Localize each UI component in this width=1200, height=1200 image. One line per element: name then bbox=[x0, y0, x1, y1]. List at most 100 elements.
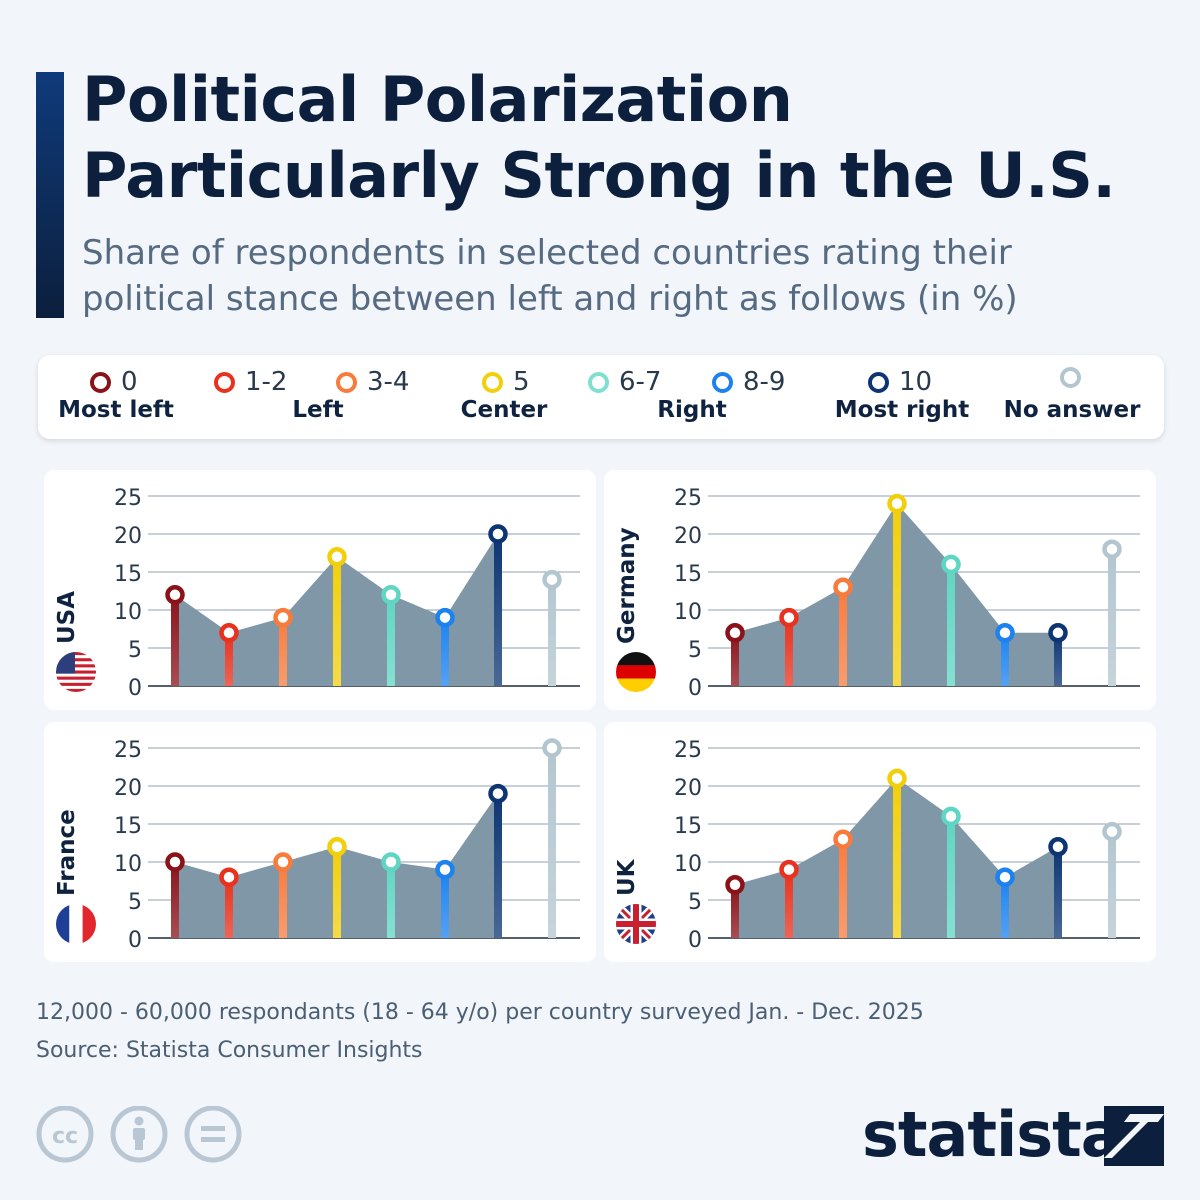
legend-dot-5 bbox=[482, 371, 503, 393]
y-tick-label: 0 bbox=[688, 676, 702, 701]
lollipop-stem-8-9 bbox=[441, 869, 449, 938]
legend-dot-6-7 bbox=[588, 371, 609, 393]
y-tick-label: 5 bbox=[128, 638, 142, 663]
country-label-uk: UK bbox=[614, 859, 640, 897]
lollipop-stem-3-4 bbox=[839, 839, 847, 938]
y-tick-label: 10 bbox=[114, 600, 142, 625]
legend-item-1-2: 1-2 bbox=[214, 367, 287, 397]
legend-label-6-7: 6-7 bbox=[619, 367, 662, 397]
y-tick-label: 5 bbox=[688, 638, 702, 663]
legend-label-10: 10 bbox=[899, 367, 933, 397]
lollipop-stem-3-4 bbox=[279, 862, 287, 938]
legend-category-most-right: Most right bbox=[834, 397, 970, 423]
legend-label-5: 5 bbox=[513, 367, 530, 397]
svg-text:cc: cc bbox=[52, 1124, 78, 1149]
lollipop-stem-0 bbox=[731, 884, 739, 938]
lollipop-dot-0 bbox=[725, 875, 745, 895]
lollipop-dot-5 bbox=[327, 837, 347, 857]
source-note: Source: Statista Consumer Insights bbox=[36, 1038, 423, 1063]
attribution-icon[interactable] bbox=[110, 1105, 168, 1163]
legend-dot-0 bbox=[90, 371, 111, 393]
legend-item-5: 5 bbox=[482, 367, 530, 397]
lollipop-dot-0 bbox=[165, 852, 185, 872]
subtitle-line-2: political stance between left and right … bbox=[82, 279, 1018, 319]
lollipop-stem-8-9 bbox=[441, 617, 449, 686]
uk-flag-icon bbox=[616, 904, 656, 944]
legend-category-center: Center bbox=[460, 397, 548, 423]
lollipop-stem-1-2 bbox=[785, 617, 793, 686]
page-subtitle: Share of respondents in selected countri… bbox=[82, 230, 1182, 322]
legend-item-10: 10 bbox=[868, 367, 932, 397]
lollipop-dot-1-2 bbox=[219, 623, 239, 643]
lollipop-dot-8-9 bbox=[995, 623, 1015, 643]
y-tick-label: 0 bbox=[688, 928, 702, 953]
subtitle-line-1: Share of respondents in selected countri… bbox=[82, 233, 1012, 273]
lollipop-dot-8-9 bbox=[435, 607, 455, 628]
chart-panel-france: 0 5 10 15 20 25 bbox=[44, 722, 596, 962]
cc-icon[interactable]: cc bbox=[36, 1105, 94, 1163]
legend-category-right: Right bbox=[657, 397, 727, 423]
y-tick-label: 25 bbox=[674, 486, 702, 511]
lollipop-stem-1-2 bbox=[225, 632, 233, 686]
lollipop-dot-6-7 bbox=[941, 554, 961, 575]
lollipop-stem-5 bbox=[333, 846, 341, 938]
y-tick-label: 20 bbox=[674, 524, 702, 549]
legend-category-left: Left bbox=[292, 397, 344, 423]
y-tick-label: 15 bbox=[114, 814, 142, 839]
lollipop-dot-10 bbox=[488, 524, 508, 544]
chart-panel-uk: 0 5 10 15 20 25 bbox=[604, 722, 1156, 962]
lollipop-dot-no-answer bbox=[542, 569, 562, 590]
y-tick-label: 15 bbox=[674, 562, 702, 587]
legend-item-no-answer bbox=[1060, 367, 1091, 388]
germany-flag-icon bbox=[616, 652, 656, 692]
lollipop-dot-5 bbox=[887, 768, 907, 789]
legend-item-6-7: 6-7 bbox=[588, 367, 661, 397]
lollipop-dot-0 bbox=[725, 623, 745, 643]
lollipop-stem-5 bbox=[893, 503, 901, 686]
lollipop-stem-3-4 bbox=[839, 587, 847, 686]
y-tick-label: 10 bbox=[114, 852, 142, 877]
lollipop-stem-5 bbox=[893, 778, 901, 938]
lollipop-dot-10 bbox=[1048, 623, 1068, 643]
legend-item-3-4: 3-4 bbox=[336, 367, 409, 397]
y-tick-label: 15 bbox=[674, 814, 702, 839]
brand-logo[interactable]: statista bbox=[862, 1098, 1123, 1171]
lollipop-stem-10 bbox=[1054, 632, 1062, 686]
chart-usa: 0 5 10 15 20 25 bbox=[114, 486, 580, 701]
lollipop-stem-10 bbox=[494, 793, 502, 938]
lollipop-stem-8-9 bbox=[1001, 877, 1009, 938]
lollipop-dot-3-4 bbox=[273, 607, 293, 628]
lollipop-stem-10 bbox=[1054, 846, 1062, 938]
lollipop-dot-6-7 bbox=[381, 852, 401, 872]
chart-panel-usa: 0 5 10 15 20 25 USA bbox=[44, 470, 596, 710]
lollipop-dot-6-7 bbox=[941, 806, 961, 827]
lollipop-dot-8-9 bbox=[995, 867, 1015, 887]
y-tick-label: 20 bbox=[114, 524, 142, 549]
y-tick-label: 0 bbox=[128, 928, 142, 953]
lollipop-dot-3-4 bbox=[833, 829, 853, 849]
lollipop-dot-5 bbox=[327, 547, 347, 567]
y-tick-label: 5 bbox=[128, 890, 142, 915]
y-tick-label: 20 bbox=[114, 776, 142, 801]
legend-category-most-left: Most left bbox=[58, 397, 174, 423]
lollipop-stem-6-7 bbox=[947, 564, 955, 686]
lollipop-stem-8-9 bbox=[1001, 632, 1009, 686]
chart-uk: 0 5 10 15 20 25 bbox=[674, 738, 1140, 953]
y-tick-label: 25 bbox=[674, 738, 702, 763]
y-tick-label: 25 bbox=[114, 486, 142, 511]
y-tick-label: 15 bbox=[114, 562, 142, 587]
lollipop-stem-no-answer bbox=[1108, 549, 1116, 686]
lollipop-dot-no-answer bbox=[542, 738, 562, 758]
lollipop-stem-0 bbox=[731, 632, 739, 686]
chart-panel-germany: 0 5 10 15 20 25 bbox=[604, 470, 1156, 710]
statista-logo-icon bbox=[1104, 1106, 1164, 1166]
lollipop-stem-1-2 bbox=[785, 869, 793, 938]
legend-dot-1-2 bbox=[214, 371, 235, 393]
france-flag-icon bbox=[56, 904, 96, 944]
no-derivatives-icon[interactable] bbox=[184, 1105, 242, 1163]
country-label-germany: Germany bbox=[614, 527, 640, 644]
lollipop-dot-1-2 bbox=[779, 859, 799, 880]
lollipop-stem-6-7 bbox=[387, 594, 395, 686]
lollipop-stem-5 bbox=[333, 556, 341, 686]
country-label-usa-outer: USA bbox=[54, 590, 80, 644]
